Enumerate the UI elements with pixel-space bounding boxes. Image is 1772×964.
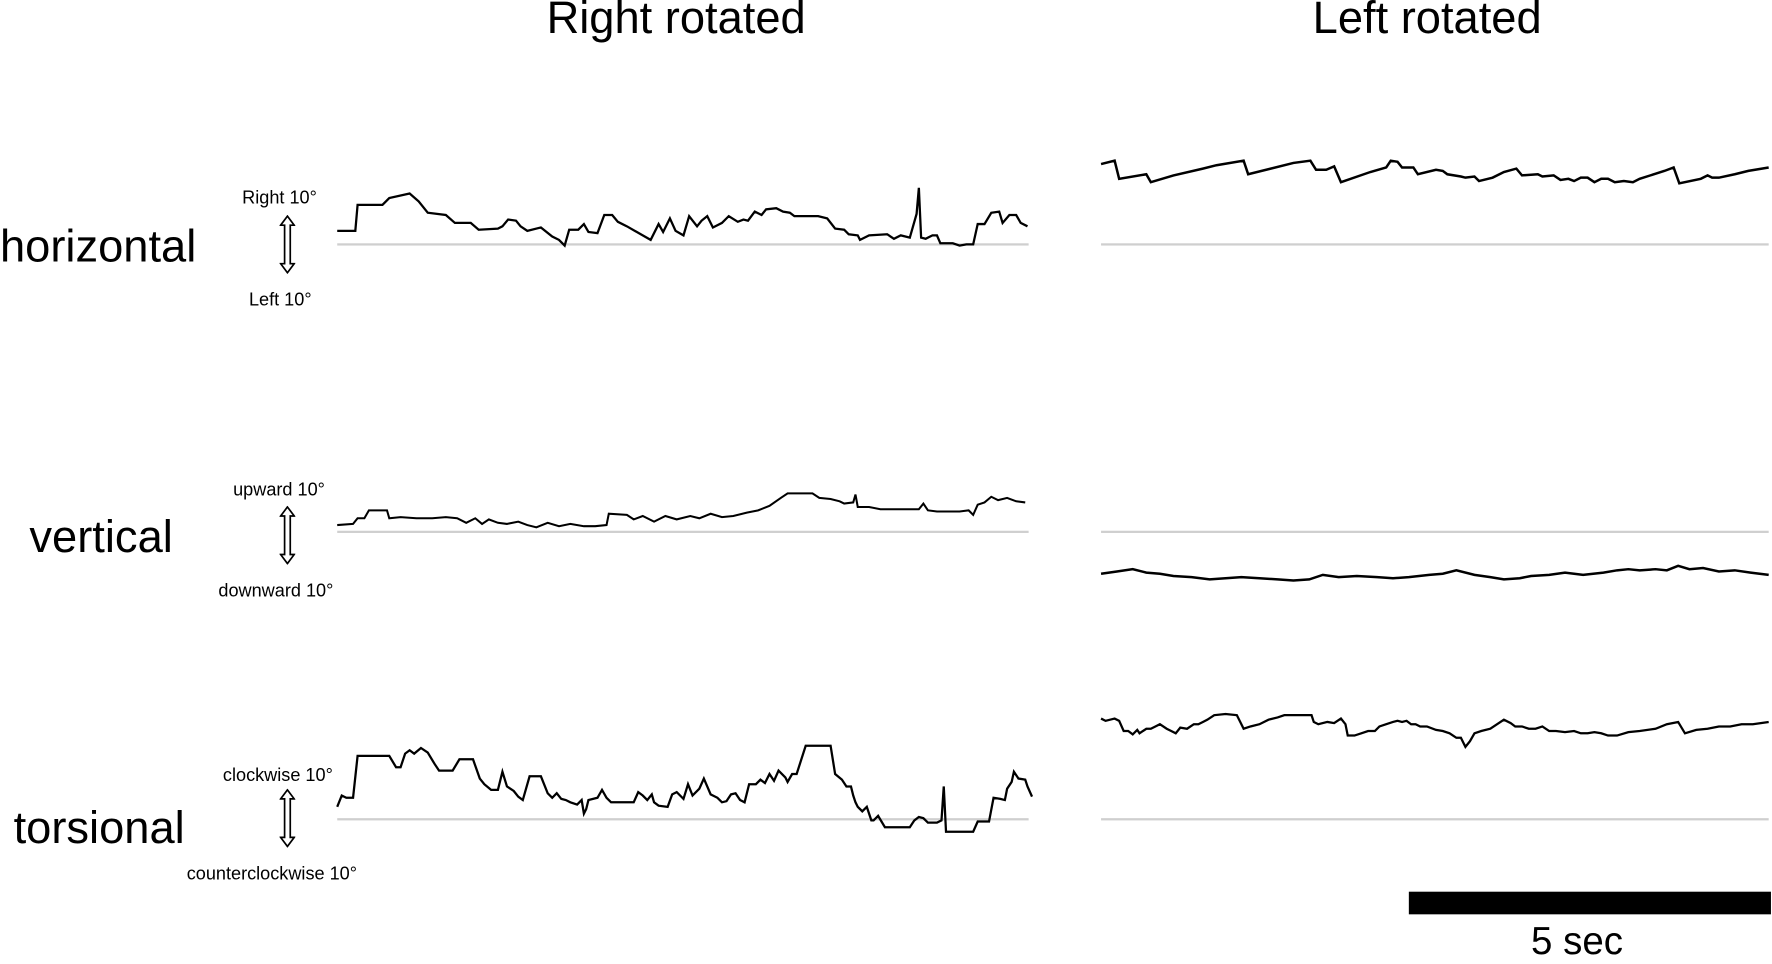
trace-torsional-left-rotated <box>1100 712 1769 749</box>
column-title-left-rotated: Left rotated <box>1312 0 1542 44</box>
trace-horizontal-left-rotated <box>1100 159 1769 185</box>
scale-bottom-label-torsional: counterclockwise 10° <box>186 864 357 884</box>
row-label-horizontal: horizontal <box>0 221 197 272</box>
double-arrow-icon <box>279 505 296 565</box>
baseline-horizontal-left <box>1101 243 1769 246</box>
baseline-torsional-right <box>337 818 1029 821</box>
scale-top-label-horizontal: Right 10° <box>242 188 317 209</box>
trace-vertical-right-rotated <box>337 492 1026 529</box>
baseline-vertical-left <box>1101 530 1769 533</box>
baseline-horizontal-right <box>337 243 1029 246</box>
double-arrow-icon <box>279 788 296 848</box>
trace-torsional-right-rotated <box>336 744 1034 833</box>
time-scale-bar <box>1408 891 1771 915</box>
baseline-torsional-left <box>1101 818 1769 821</box>
baseline-vertical-right <box>337 530 1029 533</box>
scale-bottom-label-vertical: downward 10° <box>218 581 334 601</box>
row-label-vertical: vertical <box>29 512 173 563</box>
trace-vertical-left-rotated <box>1100 564 1769 582</box>
column-title-right-rotated: Right rotated <box>546 0 806 44</box>
trace-horizontal-right-rotated <box>337 187 1028 248</box>
row-label-torsional: torsional <box>13 803 185 854</box>
time-scale-label: 5 sec <box>1531 919 1624 963</box>
double-arrow-icon <box>279 215 296 274</box>
scale-top-label-vertical: upward 10° <box>233 480 325 501</box>
scale-top-label-torsional: clockwise 10° <box>222 766 333 786</box>
scale-bottom-label-horizontal: Left 10° <box>248 290 312 311</box>
